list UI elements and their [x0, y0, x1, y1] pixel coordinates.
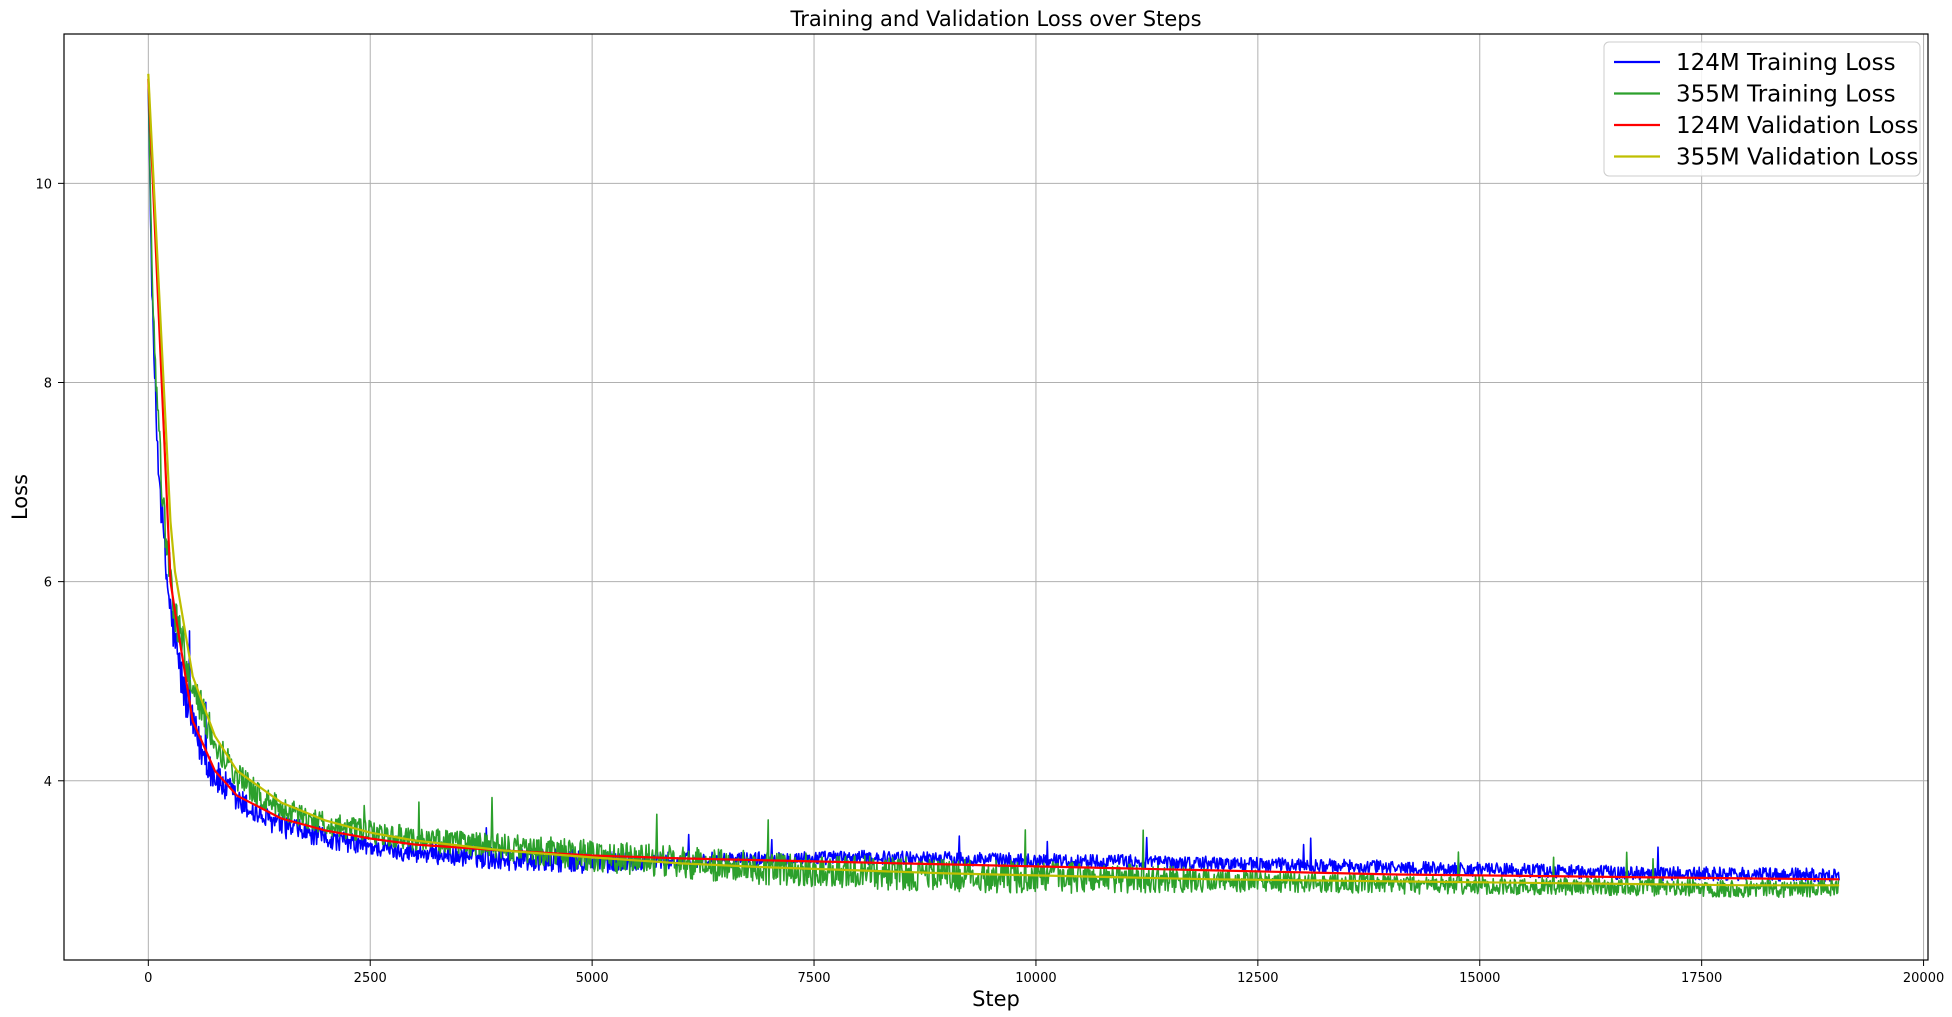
legend-entry: 355M Training Loss — [1676, 82, 1896, 108]
x-tick-label: 0 — [144, 971, 152, 986]
legend-entry: 124M Training Loss — [1676, 50, 1896, 76]
series-line-2 — [147, 78, 1840, 881]
y-axis-label: Loss — [8, 474, 32, 520]
legend: 124M Training Loss 355M Training Loss 124M… — [1603, 41, 1921, 177]
axis-ticks: 0 2500 5000 7500 10000 12500 15000 17500 20000 4 6… — [35, 177, 1944, 986]
legend-box — [1603, 41, 1921, 177]
x-tick-label: 5000 — [576, 971, 609, 986]
chart-title: Training and Validation Loss over Steps — [789, 7, 1201, 31]
x-tick-label: 12500 — [1237, 971, 1278, 986]
x-tick-label: 15000 — [1459, 971, 1500, 986]
x-tick-label: 17500 — [1681, 971, 1722, 986]
plot-frame — [63, 33, 1929, 961]
grid — [64, 34, 1928, 960]
x-tick-label: 20000 — [1903, 971, 1944, 986]
legend-entry: 124M Validation Loss — [1676, 113, 1918, 139]
x-axis-label: Step — [972, 987, 1020, 1011]
legend-entry: 355M Validation Loss — [1676, 145, 1918, 171]
y-tick-label: 10 — [35, 177, 52, 192]
x-tick-label: 7500 — [797, 971, 830, 986]
series-line-3 — [147, 73, 1840, 887]
series-group — [147, 73, 1840, 899]
x-tick-label: 10000 — [1015, 971, 1056, 986]
y-tick-label: 8 — [44, 376, 52, 391]
x-tick-label: 2500 — [354, 971, 387, 986]
series-line-0 — [147, 88, 1840, 883]
y-tick-label: 6 — [44, 576, 52, 591]
y-tick-label: 4 — [44, 775, 52, 790]
series-line-1 — [147, 83, 1840, 899]
